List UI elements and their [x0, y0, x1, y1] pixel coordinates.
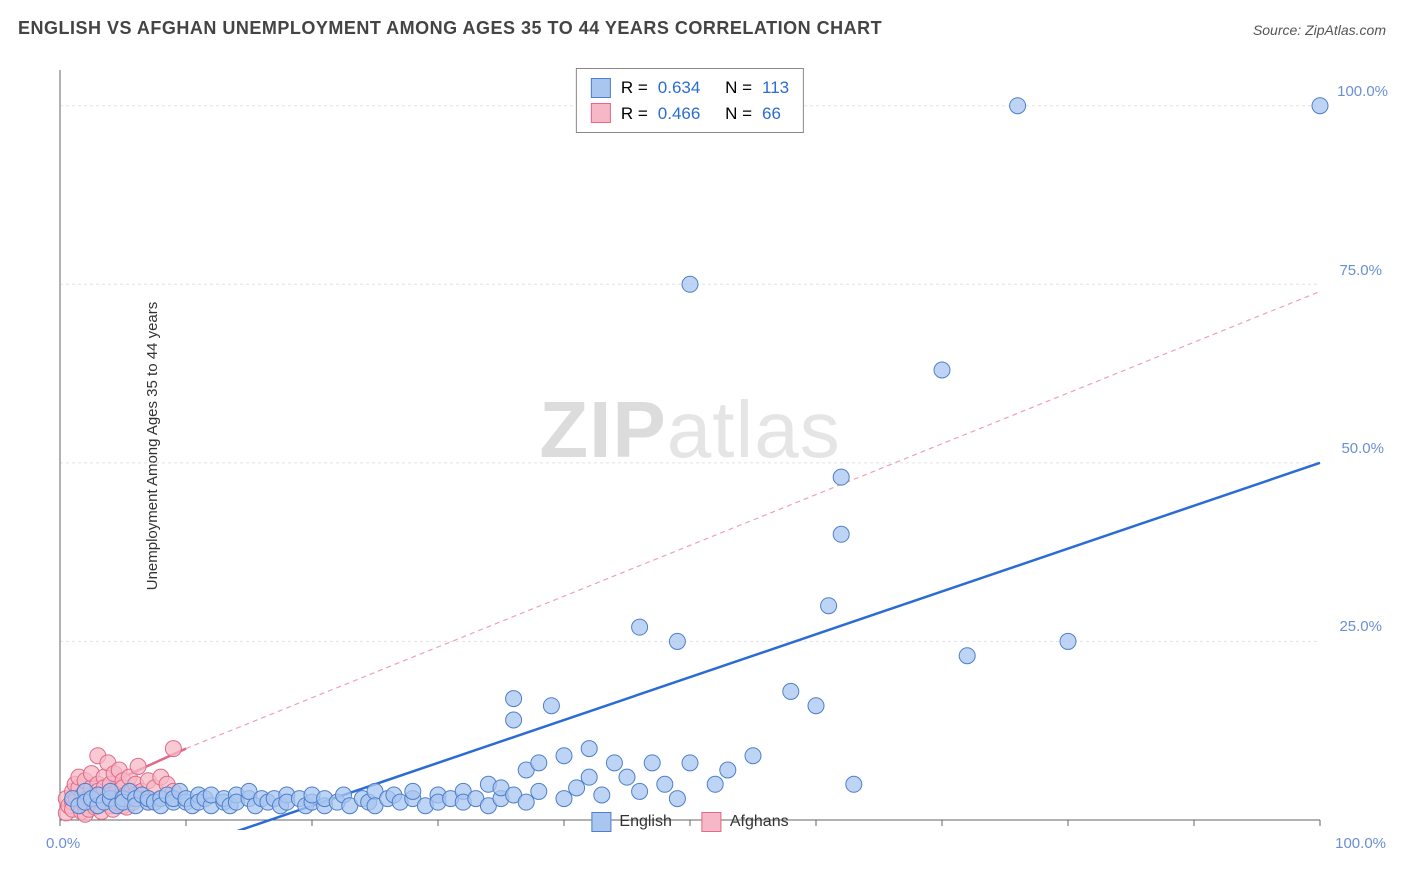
- source-prefix: Source:: [1253, 22, 1305, 38]
- r-value-afghans: 0.466: [658, 101, 701, 127]
- r-value-english: 0.634: [658, 75, 701, 101]
- legend-label-english: English: [619, 813, 671, 831]
- n-label: N =: [725, 101, 752, 127]
- y-tick-25: 25.0%: [1339, 618, 1382, 635]
- legend-row-english: R = 0.634 N = 113: [591, 75, 789, 101]
- source-name: ZipAtlas.com: [1305, 22, 1386, 38]
- legend-label-afghans: Afghans: [730, 813, 789, 831]
- legend-swatch-english: [591, 78, 611, 98]
- legend-row-afghans: R = 0.466 N = 66: [591, 101, 789, 127]
- y-tick-50: 50.0%: [1341, 440, 1384, 457]
- legend-swatch-english-icon: [591, 812, 611, 832]
- y-tick-75: 75.0%: [1339, 262, 1382, 279]
- series-legend: English Afghans: [591, 812, 788, 832]
- r-label: R =: [621, 75, 648, 101]
- chart-title: ENGLISH VS AFGHAN UNEMPLOYMENT AMONG AGE…: [18, 18, 882, 39]
- n-label: N =: [725, 75, 752, 101]
- y-tick-100: 100.0%: [1337, 83, 1388, 100]
- plot-area: ZIPatlas R = 0.634 N = 113 R = 0.466 N =…: [50, 60, 1330, 830]
- r-label: R =: [621, 101, 648, 127]
- n-value-english: 113: [762, 75, 789, 101]
- legend-item-afghans: Afghans: [702, 812, 789, 832]
- chart-container: ENGLISH VS AFGHAN UNEMPLOYMENT AMONG AGE…: [0, 0, 1406, 892]
- x-tick-0: 0.0%: [46, 835, 80, 852]
- source-credit: Source: ZipAtlas.com: [1253, 22, 1386, 38]
- scatter-chart: [50, 60, 1330, 830]
- x-tick-100: 100.0%: [1335, 835, 1386, 852]
- legend-item-english: English: [591, 812, 671, 832]
- n-value-afghans: 66: [762, 101, 781, 127]
- correlation-legend: R = 0.634 N = 113 R = 0.466 N = 66: [576, 68, 804, 133]
- legend-swatch-afghans: [591, 103, 611, 123]
- legend-swatch-afghans-icon: [702, 812, 722, 832]
